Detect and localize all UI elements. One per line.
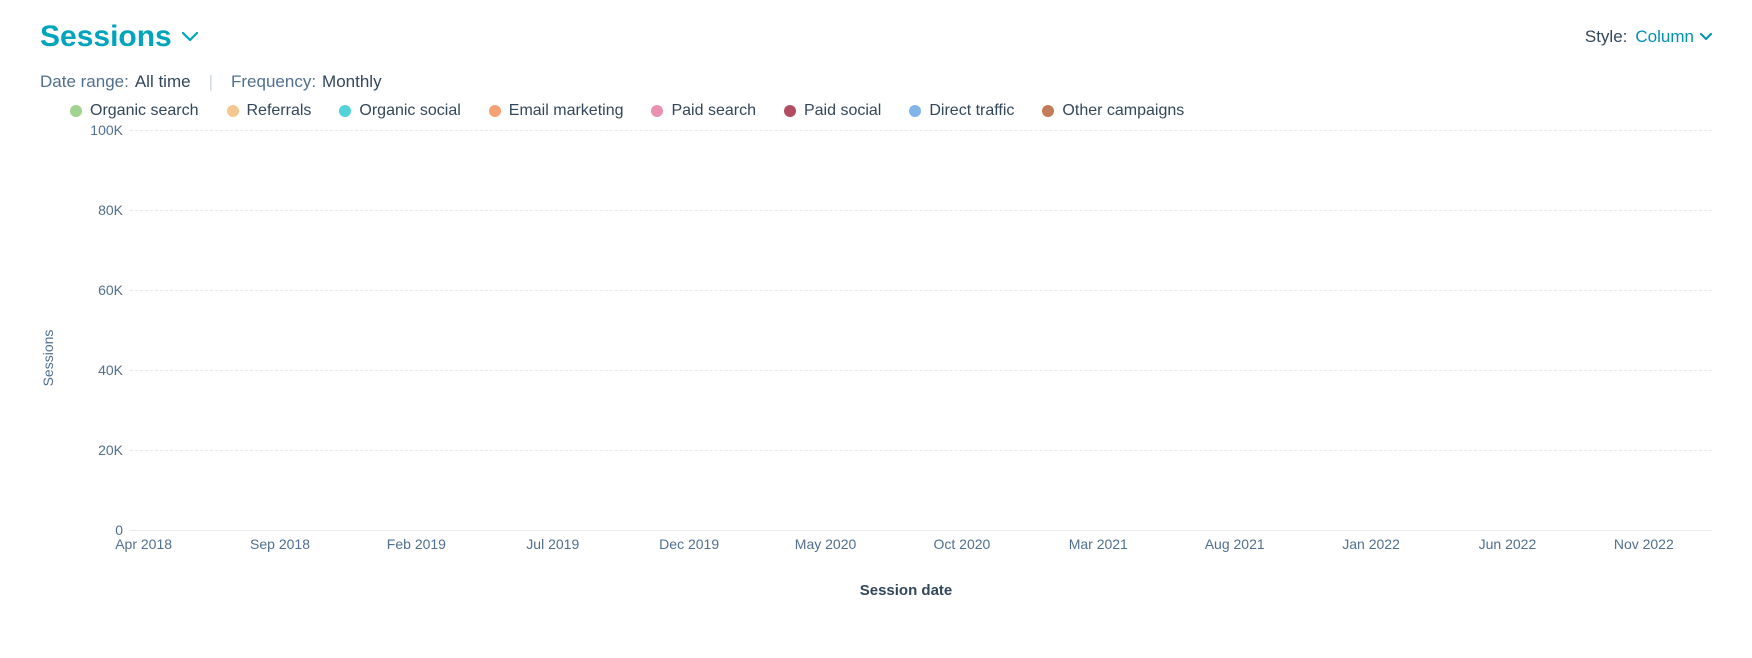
x-axis-title: Session date xyxy=(100,582,1712,599)
x-tick-label: Nov 2022 xyxy=(1614,536,1674,552)
x-tick-label: Aug 2021 xyxy=(1205,536,1265,552)
style-selector[interactable]: Column xyxy=(1635,27,1712,47)
y-tick-label: 80K xyxy=(75,202,123,218)
legend-item[interactable]: Direct traffic xyxy=(909,102,1014,120)
legend-swatch xyxy=(651,105,663,117)
grid-line xyxy=(130,210,1712,211)
style-value-text: Column xyxy=(1635,27,1694,47)
legend-label: Direct traffic xyxy=(929,102,1014,120)
x-tick-label: Jun 2022 xyxy=(1479,536,1537,552)
y-tick-label: 20K xyxy=(75,442,123,458)
metric-selector[interactable]: Sessions xyxy=(40,20,198,54)
legend-swatch xyxy=(227,105,239,117)
report-title: Sessions xyxy=(40,20,172,54)
date-range-filter[interactable]: Date range: All time xyxy=(40,72,191,92)
legend-label: Paid search xyxy=(671,102,756,120)
frequency-value: Monthly xyxy=(322,72,382,92)
y-tick-label: 60K xyxy=(75,282,123,298)
x-tick-label: Feb 2019 xyxy=(387,536,446,552)
style-selector-wrap: Style: Column xyxy=(1585,27,1712,47)
x-tick-label: Jul 2019 xyxy=(526,536,579,552)
x-tick-label: Mar 2021 xyxy=(1069,536,1128,552)
legend-label: Paid social xyxy=(804,102,881,120)
filters-row: Date range: All time | Frequency: Monthl… xyxy=(40,72,1712,92)
y-tick-label: 100K xyxy=(75,122,123,138)
grid-line xyxy=(130,370,1712,371)
legend-label: Organic search xyxy=(90,102,199,120)
report-container: Sessions Style: Column Date range: All t… xyxy=(0,0,1752,629)
x-tick-label: Apr 2018 xyxy=(115,536,172,552)
x-tick-label: Dec 2019 xyxy=(659,536,719,552)
x-axis: Apr 2018Sep 2018Feb 2019Jul 2019Dec 2019… xyxy=(130,530,1712,570)
legend-swatch xyxy=(784,105,796,117)
grid-line xyxy=(130,130,1712,131)
legend-item[interactable]: Other campaigns xyxy=(1042,102,1184,120)
legend-item[interactable]: Organic social xyxy=(339,102,460,120)
legend-swatch xyxy=(70,105,82,117)
filter-divider: | xyxy=(209,72,213,92)
style-label: Style: xyxy=(1585,27,1628,47)
x-tick-label: Jan 2022 xyxy=(1342,536,1400,552)
frequency-filter[interactable]: Frequency: Monthly xyxy=(231,72,382,92)
plot-area: 020K40K60K80K100K xyxy=(130,130,1712,530)
chart-legend: Organic search Referrals Organic social Ema… xyxy=(40,96,1712,130)
legend-item[interactable]: Paid social xyxy=(784,102,881,120)
chart-area: Sessions 020K40K60K80K100K Apr 2018Sep 2… xyxy=(70,130,1712,570)
x-tick-label: Oct 2020 xyxy=(933,536,990,552)
bar-container xyxy=(130,130,1712,530)
x-tick-label: May 2020 xyxy=(795,536,856,552)
legend-item[interactable]: Email marketing xyxy=(489,102,624,120)
grid-line xyxy=(130,450,1712,451)
legend-item[interactable]: Referrals xyxy=(227,102,312,120)
legend-swatch xyxy=(909,105,921,117)
legend-swatch xyxy=(339,105,351,117)
y-axis-title: Sessions xyxy=(40,330,56,387)
caret-down-icon xyxy=(1700,33,1712,41)
legend-swatch xyxy=(489,105,501,117)
legend-label: Referrals xyxy=(247,102,312,120)
caret-down-icon xyxy=(182,32,198,42)
legend-swatch xyxy=(1042,105,1054,117)
legend-item[interactable]: Paid search xyxy=(651,102,756,120)
date-range-value: All time xyxy=(135,72,191,92)
grid-line xyxy=(130,290,1712,291)
legend-label: Email marketing xyxy=(509,102,624,120)
report-header: Sessions Style: Column xyxy=(40,20,1712,54)
legend-label: Other campaigns xyxy=(1062,102,1184,120)
date-range-label: Date range: xyxy=(40,72,129,92)
legend-item[interactable]: Organic search xyxy=(70,102,199,120)
legend-label: Organic social xyxy=(359,102,460,120)
y-tick-label: 40K xyxy=(75,362,123,378)
frequency-label: Frequency: xyxy=(231,72,316,92)
x-tick-label: Sep 2018 xyxy=(250,536,310,552)
